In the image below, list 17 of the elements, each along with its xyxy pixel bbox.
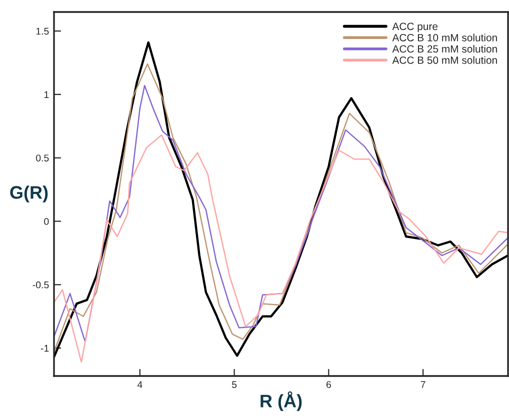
line-series (54, 134, 508, 363)
y-tick-label: -0.5 (32, 281, 49, 288)
y-tick-label: -1 (40, 344, 49, 352)
y-tick-label: 0 (44, 218, 49, 225)
y-tick-label: 0.5 (36, 154, 49, 162)
x-tick-label: 7 (420, 381, 426, 388)
legend-label: ACC pure (392, 22, 438, 32)
y-tick-label: 1.5 (36, 28, 49, 35)
x-axis-title: R (Å) (260, 391, 302, 411)
legend-label: ACC B 10 mM solution (392, 34, 497, 42)
legend-label: ACC B 25 mM solution (392, 44, 497, 53)
x-tick-label: 4 (137, 381, 142, 388)
y-tick-label: 1 (44, 91, 49, 98)
x-tick-label: 5 (232, 381, 237, 388)
x-tick-label: 6 (326, 381, 331, 388)
legend-label: ACC B 50 mM solution (392, 56, 497, 64)
y-axis-title: G(R) (10, 186, 48, 202)
